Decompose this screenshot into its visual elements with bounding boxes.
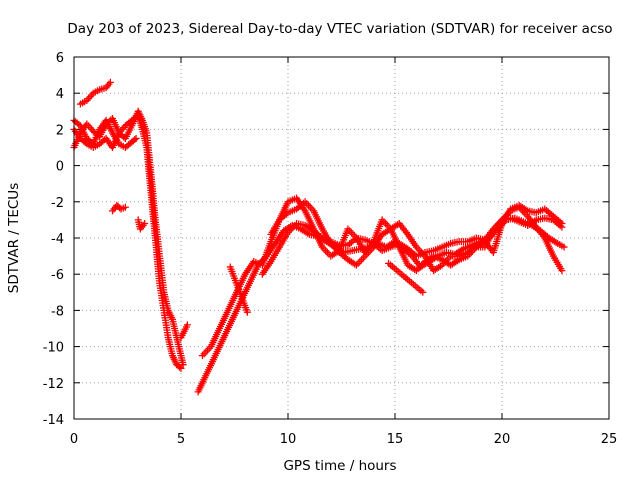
data-point-marker [132,134,140,142]
chart-title: Day 203 of 2023, Sidereal Day-to-day VTE… [67,21,612,37]
series-track-f [134,216,149,233]
y-axis-label: SDTVAR / TECUs [6,183,22,293]
data-point-marker [243,308,251,316]
y-tick-label: -12 [43,377,64,392]
x-tick-label: 10 [280,432,297,447]
data-point-marker [141,220,149,228]
y-tick-label: 4 [56,87,64,102]
series-track-j [267,198,566,275]
y-tick-label: 2 [56,123,64,138]
y-tick-label: 0 [56,160,64,175]
data-point-marker [558,267,566,275]
y-tick-label: -8 [51,304,64,319]
y-tick-label: -6 [51,268,64,283]
x-tick-label: 20 [494,432,511,447]
series-track-e [109,201,129,215]
series-track-d [76,78,114,108]
data-point-marker [179,361,187,369]
y-tick-label: 6 [56,51,64,66]
plot-frame [73,56,610,420]
series-track-g [194,214,568,396]
series-track-k [177,259,427,342]
x-tick-label: 15 [387,432,404,447]
series-track-c [70,116,140,151]
y-tick-label: -10 [43,341,64,356]
x-tick-label: 25 [601,432,618,447]
y-tick-label: -2 [51,196,64,211]
y-tick-label: -4 [51,232,64,247]
data-point-marker [177,364,185,372]
data-point-marker [183,321,191,329]
data-point-marker [121,203,129,211]
ticks-layer: 0 5 10 15 20 25 -14 -12 -10 -8 -6 -4 -2 0 2 4 6 [43,51,618,447]
x-tick-label: 0 [70,432,78,447]
points-layer [70,78,568,396]
data-point-marker [106,78,114,86]
y-tick-label: -14 [43,413,64,428]
series-track-a [70,111,185,372]
data-point-marker [560,243,568,251]
data-point-marker [131,136,139,144]
data-point-marker [558,220,566,228]
data-point-marker [176,363,184,371]
data-point-marker [385,259,393,267]
x-axis-label: GPS time / hours [283,458,396,474]
x-tick-label: 5 [177,432,185,447]
